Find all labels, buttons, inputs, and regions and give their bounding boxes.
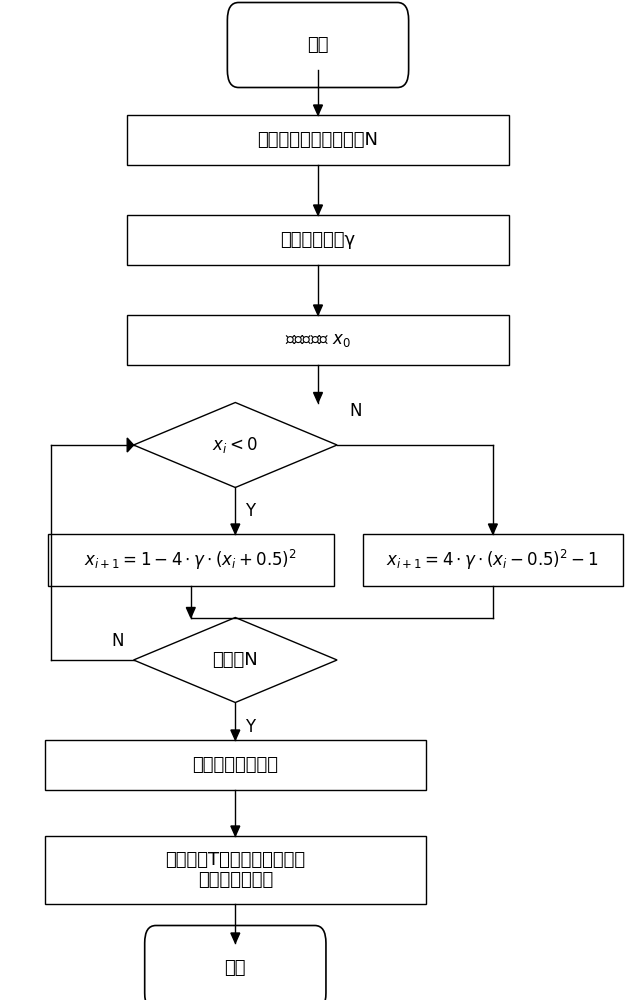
Text: Y: Y: [245, 502, 255, 520]
Polygon shape: [127, 438, 134, 452]
Polygon shape: [231, 826, 240, 836]
Polygon shape: [134, 402, 337, 487]
Polygon shape: [134, 617, 337, 702]
Polygon shape: [231, 524, 240, 534]
Polygon shape: [186, 607, 195, 617]
Polygon shape: [314, 105, 322, 115]
Text: 长度为N: 长度为N: [212, 651, 258, 669]
Text: 选择初始值 $x_0$: 选择初始值 $x_0$: [285, 331, 351, 349]
Text: Y: Y: [245, 717, 255, 735]
Bar: [127, 215, 509, 265]
Text: 确定混沌参数γ: 确定混沌参数γ: [280, 231, 356, 249]
Text: N: N: [111, 632, 124, 650]
Text: 选择阈值T，将实值序列转化
为混沌二值序列: 选择阈值T，将实值序列转化 为混沌二值序列: [165, 851, 305, 889]
Text: 生成混沌实值序列: 生成混沌实值序列: [192, 756, 279, 774]
Text: N: N: [350, 402, 363, 420]
Polygon shape: [231, 933, 240, 943]
Polygon shape: [231, 730, 240, 740]
FancyBboxPatch shape: [228, 3, 409, 88]
Bar: [127, 115, 509, 165]
Text: 确定混沌扩频序列长度N: 确定混沌扩频序列长度N: [258, 131, 378, 149]
Polygon shape: [488, 524, 497, 534]
Bar: [48, 534, 334, 586]
Bar: [127, 315, 509, 365]
Text: $x_{i+1}=1-4\cdot\gamma\cdot(x_i+0.5)^2$: $x_{i+1}=1-4\cdot\gamma\cdot(x_i+0.5)^2$: [85, 548, 297, 572]
Text: $x_{i+1}=4\cdot\gamma\cdot(x_i-0.5)^2-1$: $x_{i+1}=4\cdot\gamma\cdot(x_i-0.5)^2-1$: [387, 548, 599, 572]
Text: $x_i < 0$: $x_i < 0$: [212, 435, 258, 455]
Bar: [363, 534, 623, 586]
Bar: [45, 836, 426, 904]
Text: 开始: 开始: [307, 36, 329, 54]
Text: 结束: 结束: [225, 959, 246, 977]
Polygon shape: [314, 305, 322, 315]
Polygon shape: [314, 392, 322, 402]
Polygon shape: [314, 205, 322, 215]
FancyBboxPatch shape: [145, 926, 326, 1000]
Bar: [45, 740, 426, 790]
